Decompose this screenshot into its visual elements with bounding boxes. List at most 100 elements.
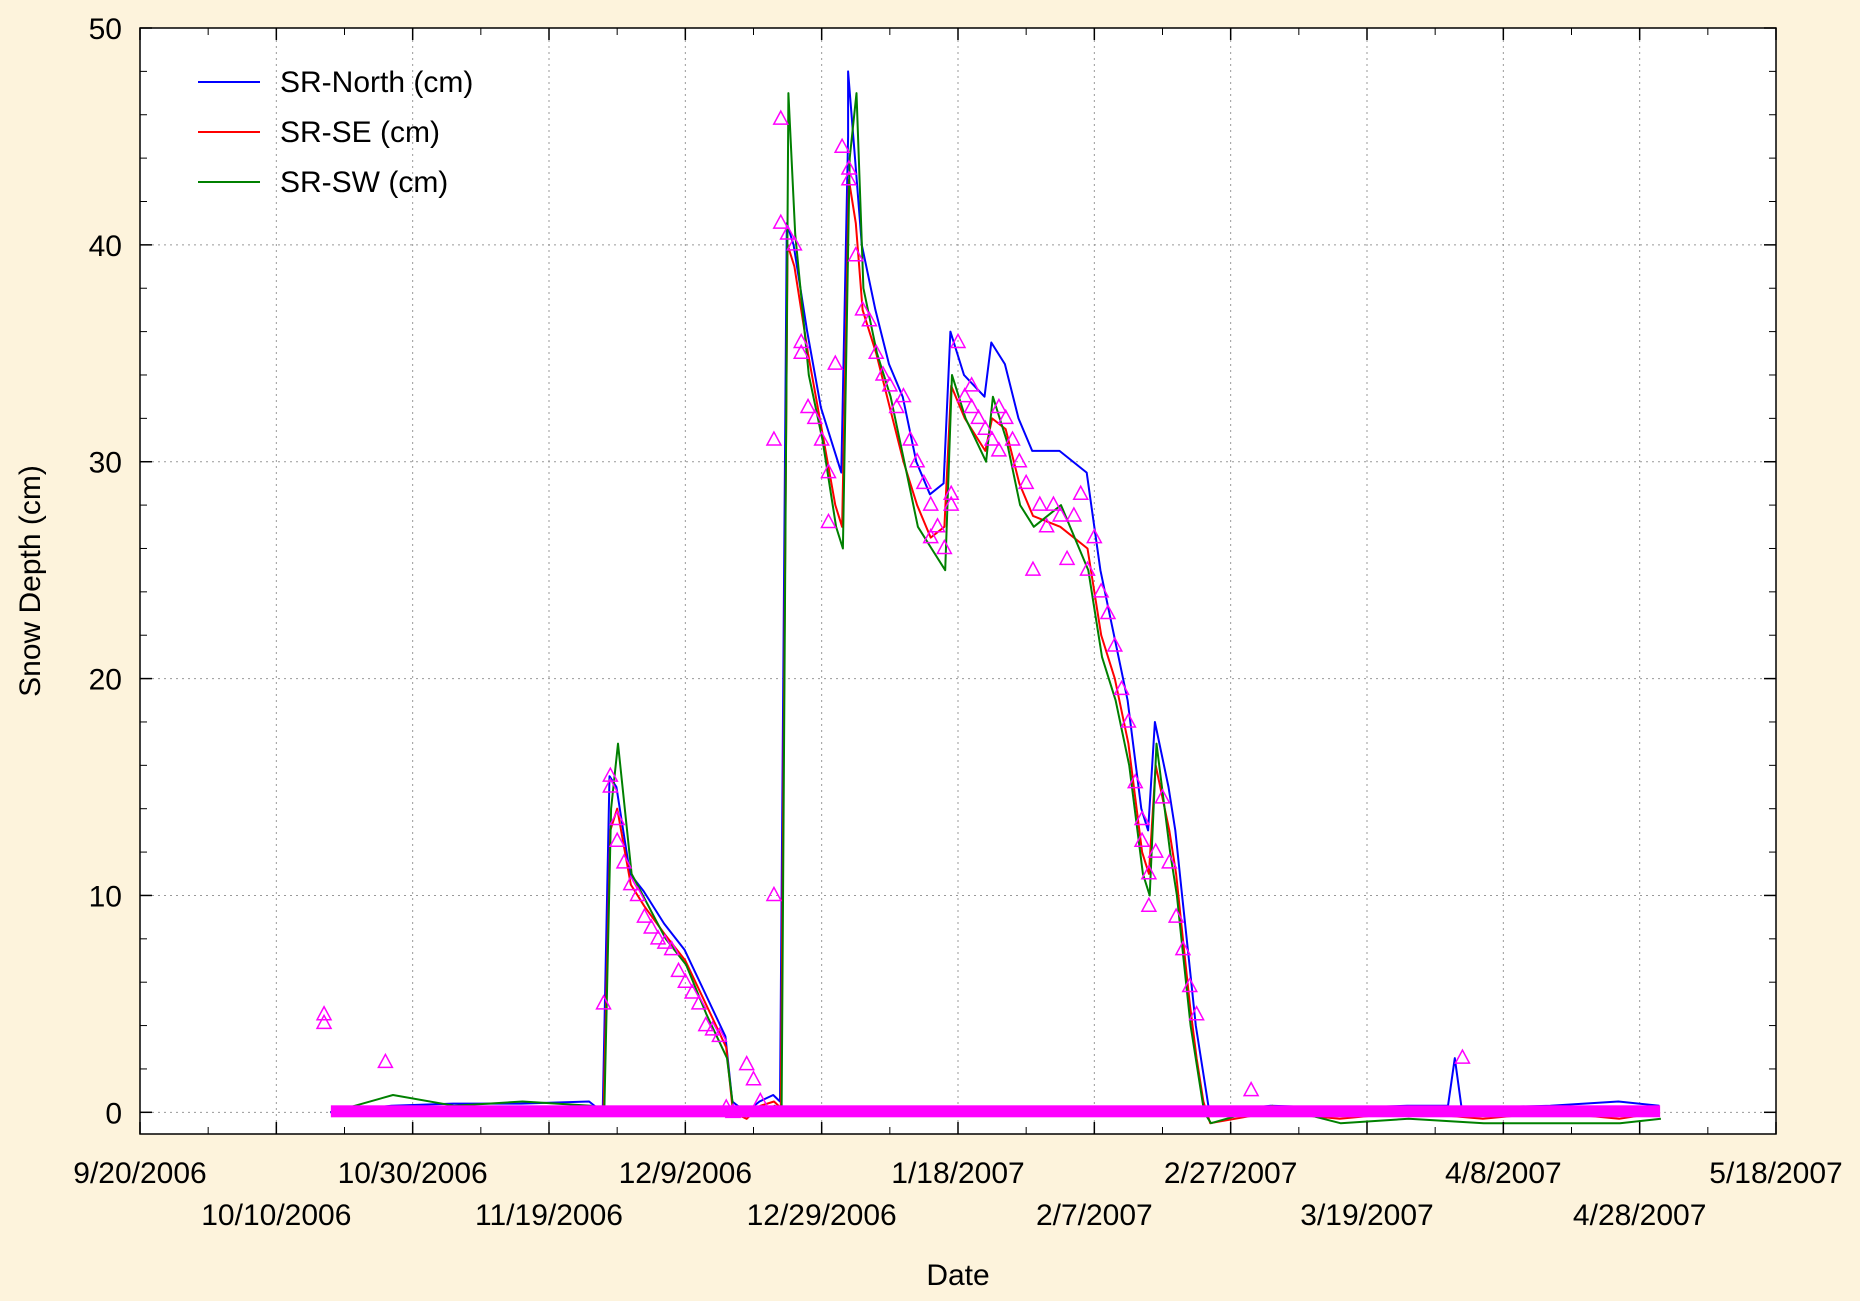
triangle-marker: [1161, 853, 1178, 869]
x-tick-label: 9/20/2006: [73, 1157, 206, 1190]
triangle-marker: [963, 376, 980, 392]
triangle-marker: [963, 397, 980, 414]
y-tick-label: 20: [89, 664, 122, 697]
triangle-marker: [922, 528, 939, 544]
triangle-marker: [1038, 517, 1055, 533]
triangle-marker: [697, 1015, 715, 1032]
triangle-marker: [615, 853, 633, 869]
triangle-marker: [608, 809, 626, 826]
triangle-marker: [663, 940, 680, 956]
triangle-marker: [1086, 528, 1103, 544]
x-tick-label: 3/19/2007: [1300, 1199, 1433, 1232]
triangle-marker: [1024, 560, 1042, 576]
triangle-marker: [772, 109, 790, 125]
triangle-marker: [983, 430, 1001, 446]
triangle-marker: [1065, 506, 1083, 522]
triangle-marker: [315, 1005, 333, 1021]
triangle-marker: [1058, 549, 1076, 566]
triangle-marker: [1120, 712, 1137, 728]
triangle-marker: [908, 452, 926, 468]
legend: SR-North (cm) SR-SE (cm) SR-SW (cm): [198, 66, 473, 199]
y-axis-label: Snow Depth (cm): [14, 465, 47, 697]
triangle-marker: [704, 1020, 721, 1036]
triangle-marker: [1154, 788, 1171, 804]
triangle-marker: [608, 831, 626, 847]
triangle-marker: [915, 473, 933, 490]
triangle-marker: [1031, 495, 1049, 511]
triangle-marker: [813, 430, 830, 446]
legend-label: SR-SE (cm): [280, 116, 440, 149]
marker-layer: [315, 109, 1661, 1119]
y-tick-label: 0: [105, 1097, 122, 1130]
triangle-marker: [820, 462, 837, 479]
triangle-marker: [1133, 831, 1151, 847]
triangle-marker: [840, 159, 858, 175]
triangle-marker: [1167, 907, 1185, 923]
triangle-marker: [874, 365, 892, 381]
triangle-marker: [949, 332, 967, 349]
triangle-marker: [1017, 473, 1035, 490]
triangle-marker: [806, 408, 824, 425]
triangle-marker: [622, 875, 640, 891]
triangle-marker: [1147, 842, 1164, 858]
triangle-marker: [902, 430, 919, 446]
x-tick-label: 11/19/2006: [475, 1199, 623, 1232]
triangle-marker: [1106, 636, 1124, 652]
x-tick-label: 4/8/2007: [1445, 1157, 1562, 1190]
triangle-marker: [827, 354, 844, 370]
triangle-marker: [956, 387, 974, 403]
triangle-marker: [936, 538, 953, 555]
triangle-marker: [970, 408, 987, 425]
triangle-marker: [799, 397, 817, 414]
triangle-marker: [847, 246, 865, 262]
triangle-marker: [840, 170, 858, 186]
triangle-marker: [1188, 1005, 1205, 1021]
triangle-marker: [942, 484, 960, 501]
triangle-marker: [649, 929, 667, 945]
triangle-marker: [642, 918, 660, 934]
triangle-marker: [1079, 560, 1096, 576]
triangle-marker: [772, 213, 790, 229]
triangle-marker: [1092, 582, 1110, 598]
x-tick-label: 5/18/2007: [1709, 1157, 1842, 1190]
triangle-marker: [1242, 1081, 1260, 1097]
triangle-marker: [990, 441, 1008, 457]
x-tick-label: 2/27/2007: [1164, 1157, 1297, 1190]
triangle-marker: [752, 1091, 769, 1108]
marker-series: [315, 109, 1661, 1119]
triangle-marker: [1045, 495, 1062, 511]
triangle-marker: [656, 933, 674, 949]
x-tick-label: 2/7/2007: [1036, 1199, 1153, 1232]
triangle-marker: [738, 1055, 755, 1071]
triangle-marker: [595, 994, 612, 1010]
triangle-marker: [867, 343, 885, 360]
triangle-marker: [792, 343, 810, 360]
triangle-marker: [820, 512, 837, 529]
x-tick-label: 10/30/2006: [338, 1157, 488, 1190]
triangle-marker: [683, 983, 701, 999]
triangle-marker: [1051, 506, 1069, 522]
triangle-marker: [1126, 773, 1144, 789]
triangle-marker: [677, 972, 694, 988]
triangle-marker: [929, 517, 946, 533]
legend-label: SR-SW (cm): [280, 166, 448, 199]
triangle-marker: [1011, 452, 1028, 468]
y-tick-label: 10: [89, 880, 122, 913]
triangle-marker: [786, 235, 803, 251]
triangle-marker: [997, 408, 1014, 425]
triangle-marker: [602, 777, 619, 793]
triangle-marker: [315, 1013, 333, 1030]
y-tick-label: 30: [89, 447, 122, 480]
triangle-marker: [636, 907, 653, 923]
triangle-marker: [711, 1026, 728, 1043]
triangle-marker: [792, 332, 810, 349]
triangle-marker: [745, 1070, 762, 1086]
triangle-marker: [690, 994, 708, 1010]
triangle-marker: [629, 885, 646, 902]
triangle-marker: [1099, 603, 1117, 620]
series-line-2: [331, 92, 1662, 1125]
triangle-marker: [1004, 430, 1021, 446]
triangle-marker: [895, 387, 912, 403]
triangle-marker: [1133, 809, 1151, 826]
